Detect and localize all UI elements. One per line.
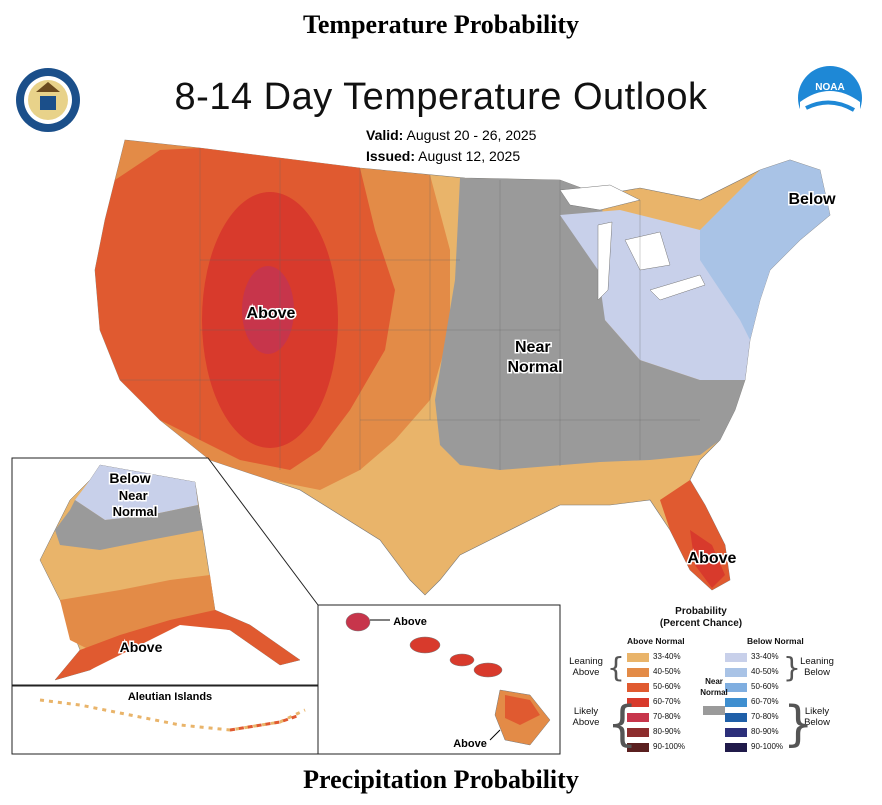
issued-value: August 12, 2025 [418,148,521,164]
below-swatch-label: 70-80% [751,712,779,721]
brace-leaning-below-icon: } [783,651,801,684]
below-swatch [725,683,747,692]
above-swatch [627,713,649,722]
above-swatch-label: 40-50% [653,667,681,676]
below-swatch-label: 40-50% [751,667,779,676]
legend-likely-above: Likely Above [572,706,600,728]
below-swatch-label: 60-70% [751,697,779,706]
conus-map [94,139,831,596]
above-swatch-label: 60-70% [653,697,681,706]
above-swatch [627,683,649,692]
aleutian-inset [11,685,319,755]
label-conus-west: Above [247,305,296,322]
commerce-seal-icon [16,68,80,132]
page-heading: Temperature Probability [302,10,580,39]
label-alaska-north: Below [109,470,150,486]
probability-legend: Probability (Percent Chance) Above Norma… [565,606,837,752]
above-swatch-label: 90-100% [653,742,686,751]
below-swatch [725,668,747,677]
svg-text:NOAA: NOAA [815,82,844,93]
label-alaska-south: Above [120,639,163,655]
above-swatch [627,668,649,677]
below-swatch [725,698,747,707]
above-swatch-label: 33-40% [653,652,681,661]
valid-label: Valid: [366,127,404,143]
near-normal-swatch [703,706,725,715]
label-conus-central: Near Normal [507,339,562,376]
map-title: 8-14 Day Temperature Outlook [174,76,708,118]
noaa-logo-icon: NOAA [798,66,862,132]
legend-title-line2: (Percent Chance) [659,618,743,629]
brace-likely-below-icon: } [783,696,814,752]
above-swatch [627,653,649,662]
brace-leaning-above-icon: { [607,651,625,684]
above-swatch-label: 80-90% [653,727,681,736]
above-swatch [627,698,649,707]
above-swatch-label: 70-80% [653,712,681,721]
issued-label: Issued: [366,148,416,164]
label-hawaii-kauai: Above [393,616,427,628]
below-swatch-label: 90-100% [751,742,784,751]
above-swatch [627,743,649,752]
issued-line: Issued: August 12, 2025 [366,148,520,164]
below-swatch-label: 33-40% [751,652,779,661]
legend-below-header: Below Normal [747,636,804,646]
legend-leaning-above: Leaning Above [569,656,603,678]
label-aleutian-islands: Aleutian Islands [128,691,212,703]
label-hawaii-big-island: Above [453,738,487,750]
below-swatch-label: 80-90% [751,727,779,736]
below-swatch [725,653,747,662]
below-swatch-label: 50-60% [751,682,779,691]
label-conus-northeast: Below [788,191,836,208]
legend-likely-below: Likely Below [804,706,830,728]
below-swatch [725,728,747,737]
brace-likely-above-icon: { [607,696,638,752]
legend-above-header: Above Normal [627,636,685,646]
label-alaska-north-central: Near Normal [113,488,158,519]
legend-near-normal: Near Normal [700,677,728,697]
above-swatch-label: 50-60% [653,682,681,691]
above-swatch [627,728,649,737]
below-swatch [725,713,747,722]
valid-line: Valid: August 20 - 26, 2025 [366,127,536,143]
hawaii-inset [317,604,561,755]
legend-title-line1: Probability [675,606,727,617]
footer-heading: Precipitation Probability [303,765,579,794]
valid-value: August 20 - 26, 2025 [406,127,537,143]
legend-leaning-below: Leaning Below [800,656,834,678]
label-florida: Above [688,550,737,567]
alaska-inset [11,457,319,686]
below-swatch [725,743,747,752]
